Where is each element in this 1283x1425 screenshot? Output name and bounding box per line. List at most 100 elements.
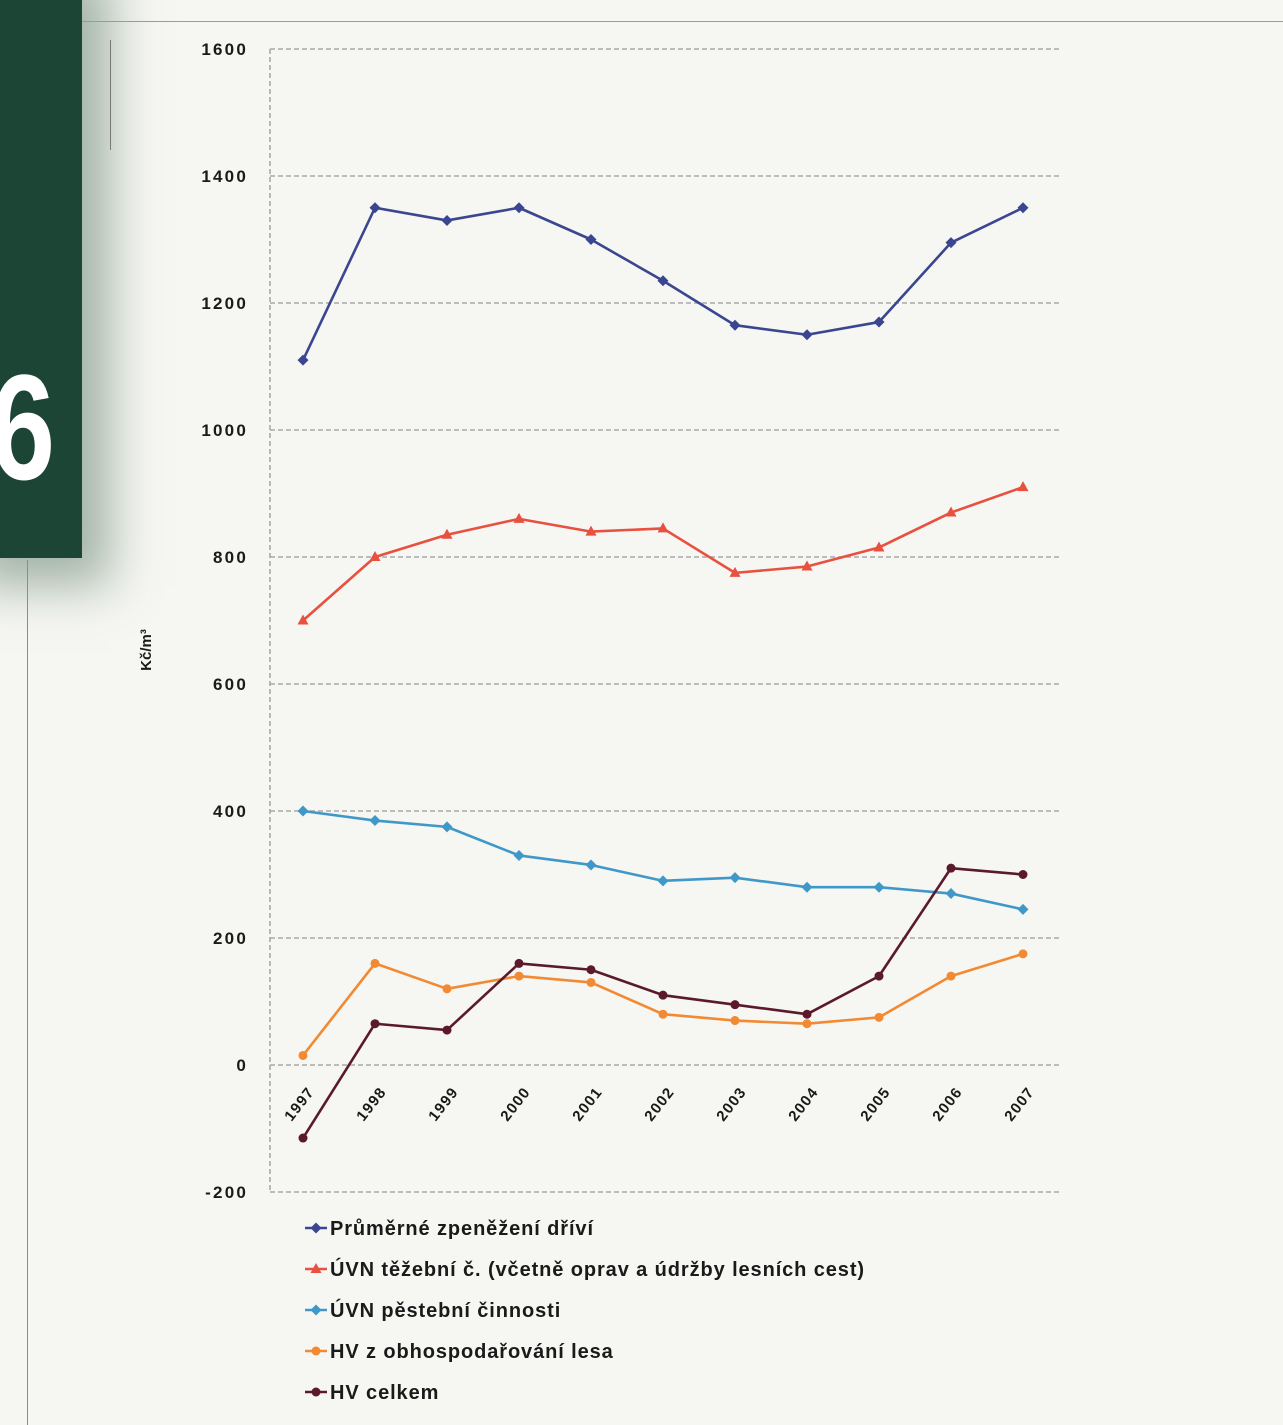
legend-marker [311,1387,321,1397]
data-point [370,1019,380,1029]
series-line [301,952,1024,1057]
series-line [302,485,1024,622]
y-tick-label: 400 [213,802,248,821]
x-tick-label: 1998 [353,1084,390,1125]
section-number: 6 [0,352,55,502]
data-point [370,958,380,968]
data-point [513,202,525,214]
data-point [369,815,381,827]
x-tick-label: 2007 [1001,1084,1038,1125]
page-top-rule [82,21,1283,22]
data-point [297,614,309,625]
data-point [657,275,669,287]
x-tick-label: 2006 [929,1084,966,1125]
data-point [1018,949,1028,959]
data-point [945,506,957,517]
data-point [801,881,813,893]
data-point [441,528,453,539]
data-point [873,881,885,893]
data-point [729,319,741,331]
data-point [945,237,957,249]
data-point [874,1012,884,1022]
legend-label: ÚVN pěstební činnosti [330,1298,561,1322]
data-point [1017,202,1029,214]
legend-label: Průměrné zpeněžení dříví [330,1218,594,1240]
series-line [302,809,1024,911]
legend-marker [310,1222,322,1234]
data-point [801,560,813,571]
data-point [1018,870,1028,879]
x-tick-label: 2004 [785,1084,822,1125]
data-point [585,234,597,245]
x-tick-label: 2005 [857,1084,894,1125]
x-tick-label: 1999 [425,1084,462,1125]
data-point [801,329,813,341]
legend-item: ÚVN těžební č. (včetně oprav a údržby le… [305,1257,865,1281]
data-point [513,512,525,523]
data-point [729,566,741,577]
x-tick-label: 1997 [281,1084,318,1125]
data-point [514,971,524,981]
gridlines [270,48,1060,1193]
data-point [730,1000,740,1010]
legend-label: HV celkem [330,1382,439,1404]
series-5 [298,863,1028,1143]
legend-label: HV z obhospodařování lesa [330,1341,614,1363]
data-point [657,875,669,887]
legend-item: HV celkem [305,1382,439,1404]
data-point [442,984,452,994]
page-left-rule [27,560,28,1425]
data-point [802,1019,812,1029]
legend-item: HV z obhospodařování lesa [305,1341,614,1363]
legend-marker [310,1304,322,1316]
data-point [657,522,669,533]
data-point [873,541,885,552]
series-1 [297,202,1029,366]
data-point [297,805,309,817]
legend-item: Průměrné zpeněžení dříví [305,1218,594,1240]
legend-item: ÚVN pěstební činnosti [305,1298,561,1322]
data-point [514,958,524,968]
data-point [369,551,381,561]
data-point [1017,903,1029,915]
y-axis-label: Kč/m³ [138,629,155,671]
data-point [369,202,381,214]
y-tick-label: 0 [236,1056,248,1075]
y-tick-label: -200 [205,1183,248,1202]
data-point [658,1009,668,1019]
data-point [658,990,668,1000]
data-point [297,354,309,366]
legend-marker [311,1346,321,1356]
data-point [513,849,525,861]
data-point [945,888,957,900]
series-3 [297,805,1029,915]
y-tick-label: 1400 [201,167,248,186]
data-point [874,971,884,981]
data-point [586,977,596,987]
y-tick-label: 1000 [201,421,248,440]
legend: Průměrné zpeněžení dříví ÚVN těžební č. (… [305,1218,865,1404]
data-point [585,525,597,536]
x-tick-label: 2003 [713,1084,750,1125]
data-point [730,1016,740,1026]
section-tab: 6 [0,0,82,558]
data-point [298,1050,308,1060]
data-point [441,821,453,833]
legend-label: ÚVN těžební č. (včetně oprav a údržby le… [330,1257,865,1281]
data-point [441,214,453,226]
y-tick-label: 600 [213,675,248,694]
data-point [442,1025,452,1035]
data-point [946,971,956,981]
data-point [586,965,596,975]
data-point [585,859,597,871]
x-tick-label: 2002 [641,1084,678,1125]
y-tick-label: 800 [213,548,248,567]
y-tick-label: 1200 [201,294,248,313]
decorative-mark [110,40,111,150]
x-tick-label: 2001 [569,1084,606,1125]
y-tick-label: 200 [213,929,248,948]
series-2 [297,481,1029,625]
y-tick-label: 1600 [201,40,248,59]
data-point [802,1009,812,1019]
